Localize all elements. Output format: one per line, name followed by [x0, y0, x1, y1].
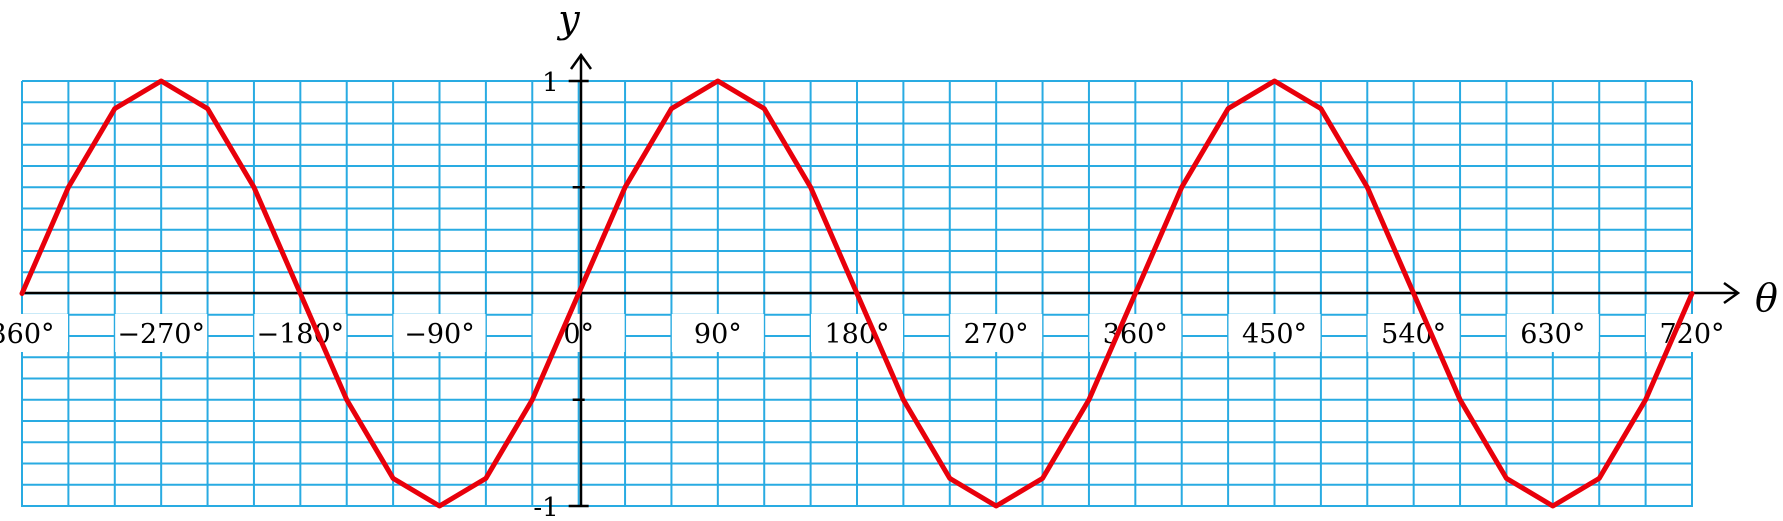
x-tick-label-background [1367, 314, 1460, 352]
x-axis-arrow [1723, 281, 1741, 305]
x-tick-label-3: −90° [393, 314, 486, 352]
x-tick-label-0: 360° [0, 314, 68, 352]
axes [22, 52, 1741, 507]
x-tick-label-background [1646, 314, 1738, 352]
x-tick-label-text: −90° [404, 319, 474, 350]
x-tick-label-background [811, 314, 903, 352]
x-tick-label-text: 630° [1520, 319, 1585, 350]
y-ticks [568, 79, 589, 508]
series [19, 78, 1695, 509]
x-tick-label-background [671, 314, 764, 352]
x-tick-label-text: 90° [694, 319, 742, 350]
y-axis-arrow [569, 52, 593, 70]
x-tick-label-7: 270° [950, 314, 1043, 352]
x-tick-label-12: 720° [1646, 314, 1738, 352]
x-tick-label-6: 180° [811, 314, 903, 352]
x-tick-label-11: 630° [1506, 314, 1599, 352]
x-tick-label-8: 360° [1089, 314, 1182, 352]
x-tick-label-background [254, 314, 347, 352]
y-tick-labels: 1 -1 [533, 68, 558, 521]
series-line-0 [19, 78, 1695, 509]
x-tick-label-background [532, 314, 625, 352]
x-tick-label-background [0, 314, 68, 352]
x-tick-label-text: 360° [0, 319, 55, 350]
x-tick-label-background [1228, 314, 1321, 352]
y-tick-label-1: -1 [533, 493, 558, 521]
x-tick-label-5: 90° [671, 314, 764, 352]
x-tick-label-4: 0° [532, 314, 625, 352]
x-tick-label-9: 450° [1228, 314, 1321, 352]
x-tick-label-text: 0° [563, 319, 594, 350]
x-axis-title: θ [1755, 276, 1778, 320]
x-tick-label-2: −180° [254, 314, 347, 352]
x-tick-label-text: −270° [117, 319, 205, 350]
x-tick-label-text: 270° [964, 319, 1029, 350]
y-axis-title: y [556, 0, 580, 41]
x-tick-label-background [1506, 314, 1599, 352]
x-tick-label-background [1089, 314, 1182, 352]
x-tick-labels: 360° −270° −180° −90° 0° 90° 180° 270° 360° 450° 5… [0, 314, 1738, 352]
x-tick-label-background [393, 314, 486, 352]
y-tick-label-0: 1 [542, 68, 559, 98]
x-tick-label-text: −180° [256, 319, 344, 350]
x-tick-label-background [115, 314, 208, 352]
x-tick-label-text: 450° [1242, 319, 1307, 350]
x-tick-label-1: −270° [115, 314, 208, 352]
x-tick-label-background [950, 314, 1043, 352]
x-tick-label-10: 540° [1367, 314, 1460, 352]
